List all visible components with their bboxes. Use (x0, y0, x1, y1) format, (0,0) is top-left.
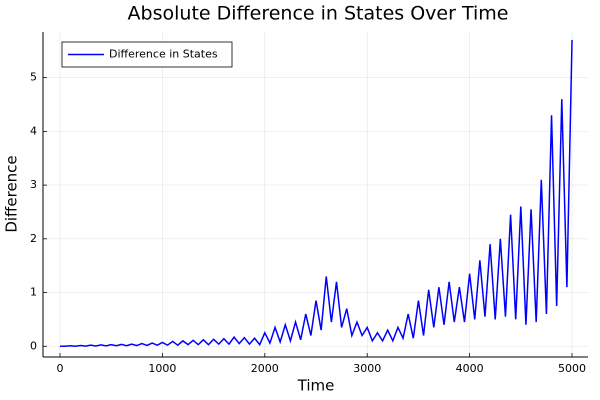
chart-title: Absolute Difference in States Over Time (128, 3, 509, 25)
x-tick-label: 5000 (558, 362, 586, 375)
y-tick-label: 4 (30, 124, 37, 137)
data-line (60, 40, 573, 348)
y-tick-label: 2 (30, 232, 37, 245)
x-axis-label: Time (297, 377, 335, 395)
x-tick-label: 4000 (456, 362, 484, 375)
y-tick-label: 3 (30, 178, 37, 191)
x-tick-label: 3000 (353, 362, 381, 375)
y-tick-label: 1 (30, 286, 37, 299)
y-tick-label: 0 (30, 339, 37, 352)
x-tick-label: 2000 (251, 362, 279, 375)
y-axis-label: Difference (3, 155, 21, 232)
x-tick-label: 0 (56, 362, 63, 375)
x-tick-label: 1000 (148, 362, 176, 375)
legend-label: Difference in States (109, 48, 218, 61)
y-tick-label: 5 (30, 71, 37, 84)
